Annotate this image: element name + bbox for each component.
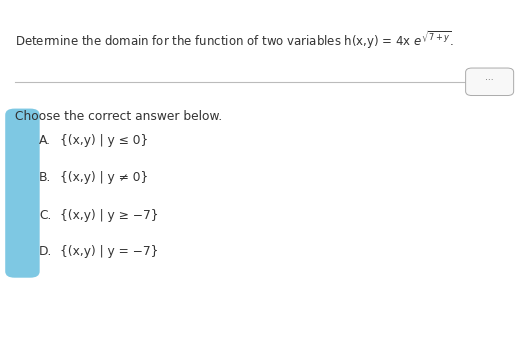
Text: C.: C. xyxy=(39,209,52,222)
Text: Choose the correct answer below.: Choose the correct answer below. xyxy=(15,110,222,122)
Text: {(x,y) | y ≤ 0}: {(x,y) | y ≤ 0} xyxy=(60,134,148,147)
Text: ···: ··· xyxy=(485,77,494,86)
Text: {(x,y) | y = −7}: {(x,y) | y = −7} xyxy=(60,245,158,258)
Text: {(x,y) | y ≥ −7}: {(x,y) | y ≥ −7} xyxy=(60,209,159,222)
FancyBboxPatch shape xyxy=(5,109,40,278)
Text: Determine the domain for the function of two variables h(x,y) = 4x $e^{\sqrt{7+y: Determine the domain for the function of… xyxy=(15,30,454,51)
FancyBboxPatch shape xyxy=(466,68,514,95)
Text: A.: A. xyxy=(39,134,51,147)
Text: {(x,y) | y ≠ 0}: {(x,y) | y ≠ 0} xyxy=(60,171,148,183)
Text: D.: D. xyxy=(39,245,53,258)
Text: B.: B. xyxy=(39,171,52,183)
